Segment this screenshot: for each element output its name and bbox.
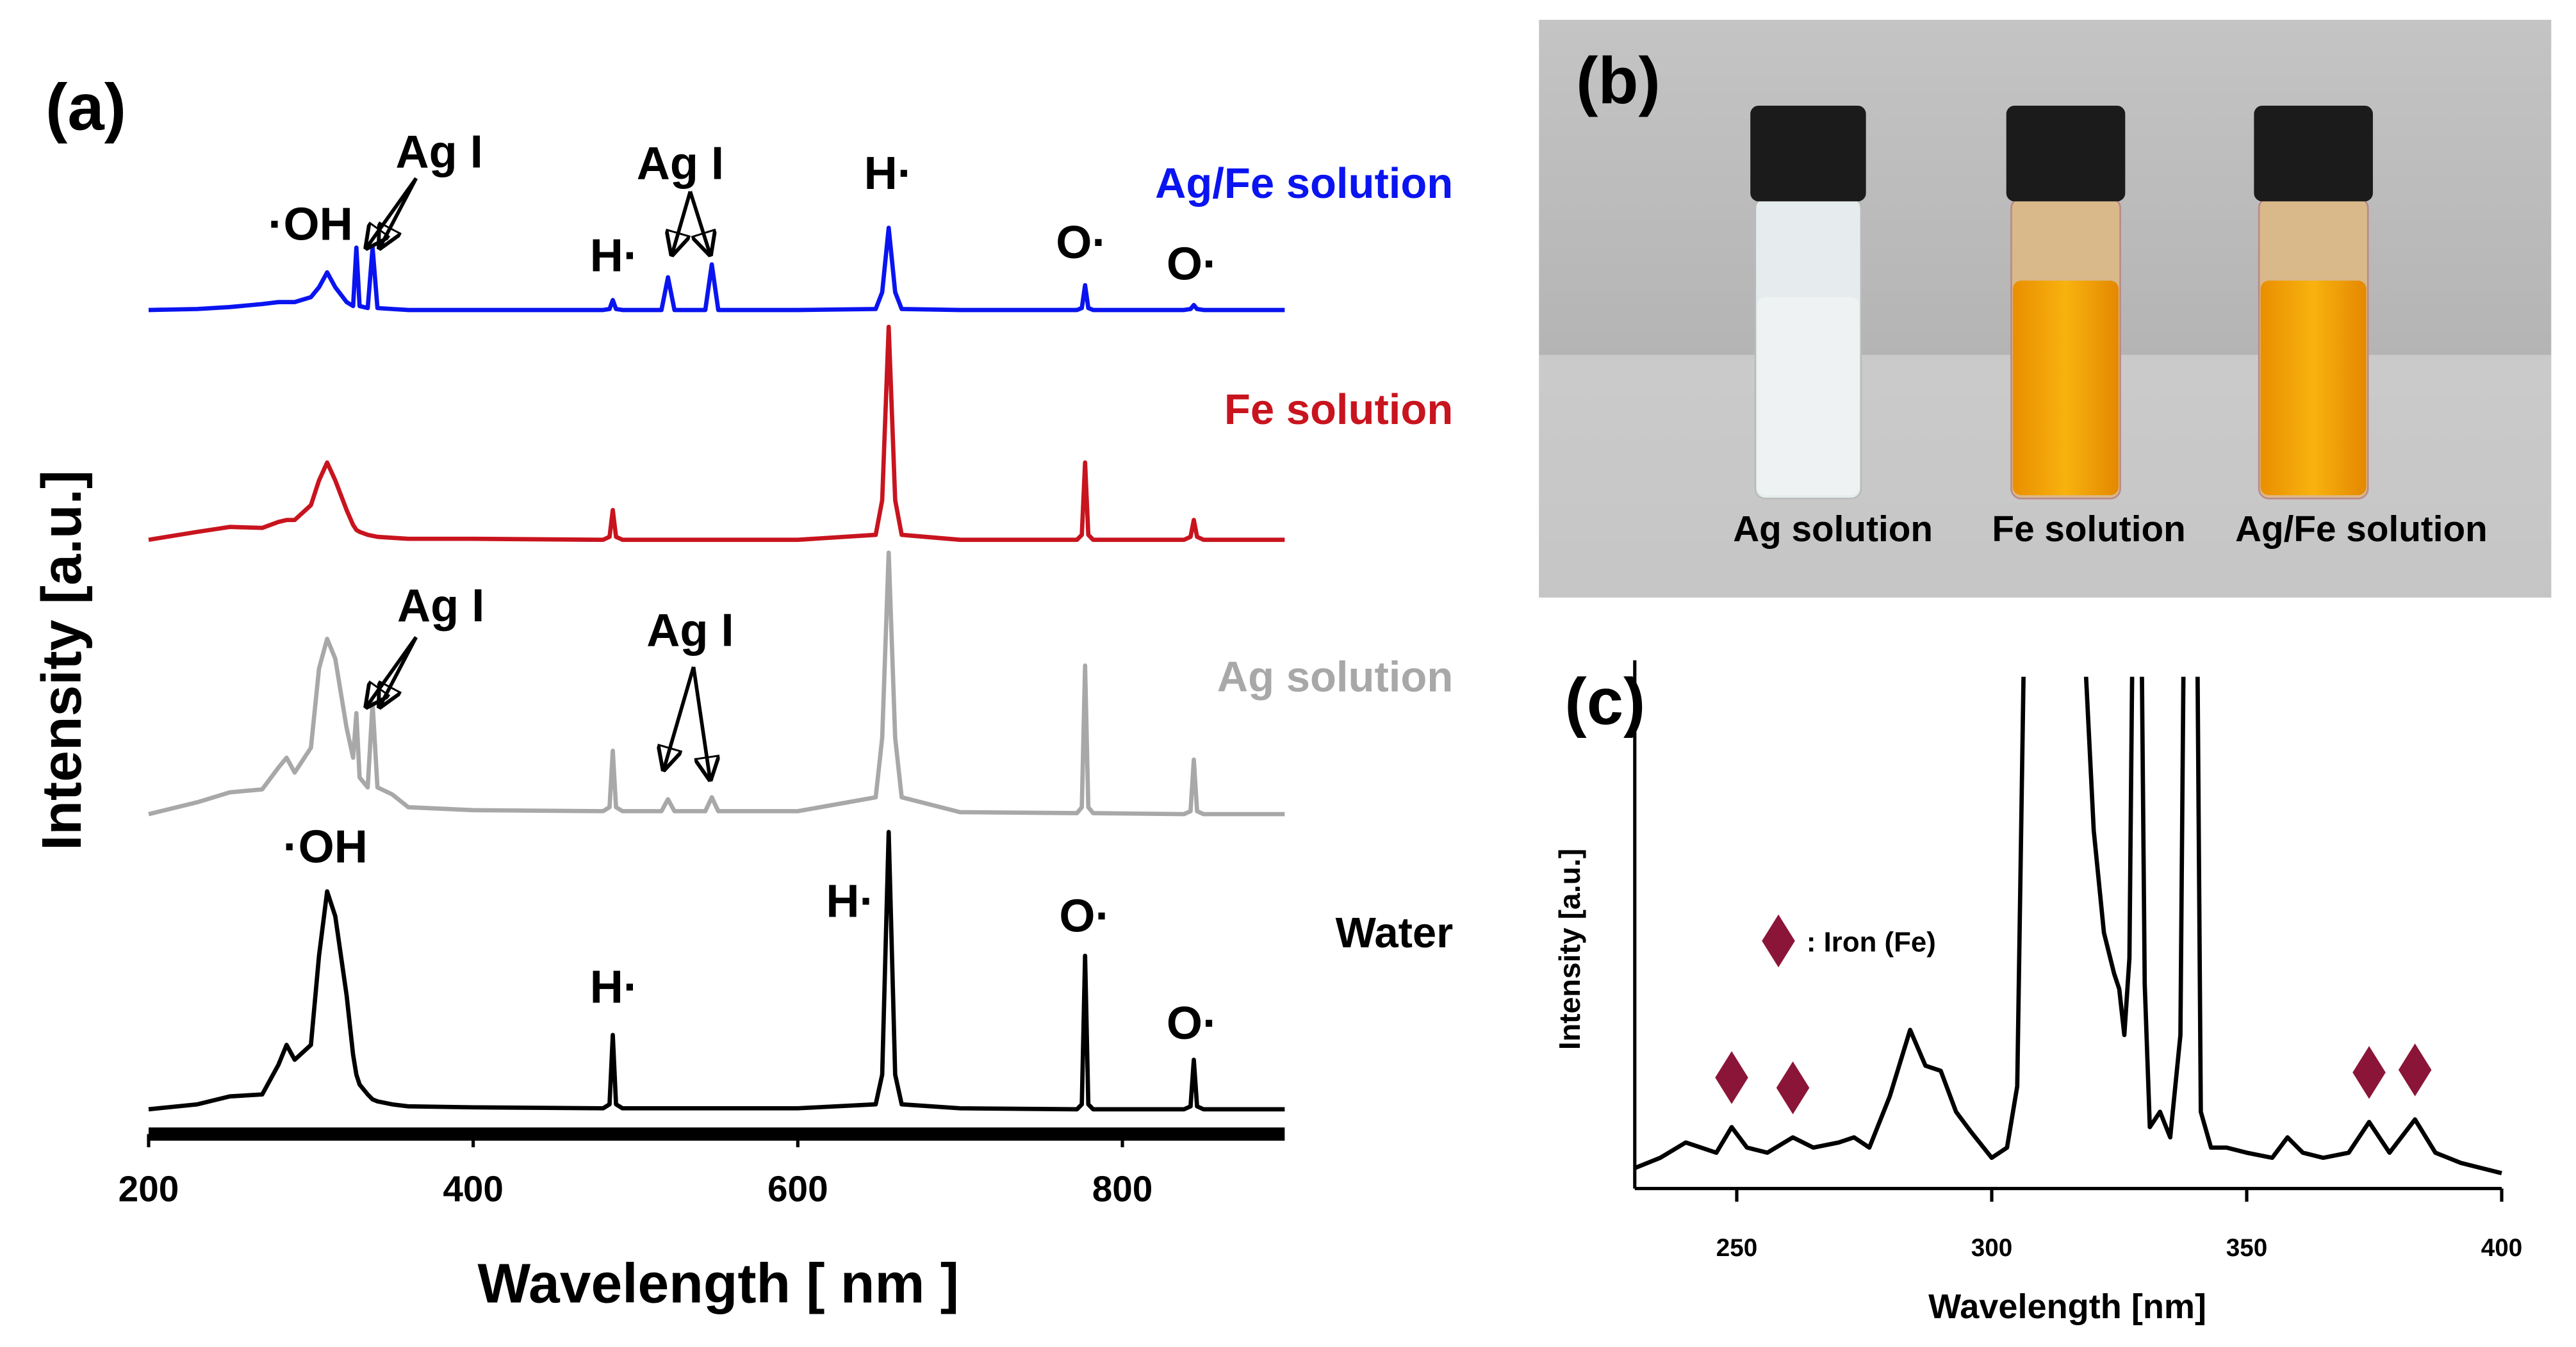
annotation: H·	[590, 231, 639, 282]
x-tick-label: 400	[443, 1170, 504, 1210]
x-tick-label: 400	[2481, 1234, 2523, 1262]
annotation: H·	[590, 961, 639, 1013]
photo-panel: (b) Ag solution Fe solution Ag/Fe soluti…	[1539, 19, 2552, 598]
annotation-arrow	[664, 666, 696, 769]
legend-marker	[1762, 914, 1795, 968]
x-tick-label: 600	[767, 1170, 828, 1210]
fe-marker	[1776, 1061, 1810, 1114]
series-label: Water	[1336, 909, 1454, 957]
y-axis-title: Intensity [a.u.]	[1553, 849, 1586, 1050]
spectrum-line	[1634, 676, 2502, 1175]
annotation: H·	[826, 876, 874, 927]
annotation: O·	[1167, 239, 1218, 290]
annotation: H·	[864, 148, 913, 199]
fe-marker	[1715, 1051, 1748, 1104]
annotation-arrow	[366, 636, 418, 706]
fe-marker	[2398, 1043, 2432, 1097]
annotation: Ag I	[637, 138, 724, 189]
panel-label: (a)	[45, 70, 126, 143]
series-label: Fe solution	[1224, 386, 1453, 434]
annotation: Ag I	[395, 126, 482, 177]
photo-label: Ag solution	[1733, 509, 1933, 550]
photo-label: Fe solution	[1992, 509, 2185, 550]
annotation-arrow	[366, 177, 418, 247]
x-tick-label: 300	[1971, 1234, 2013, 1262]
annotation-arrow	[672, 191, 693, 254]
y-axis-title: Intensity [a.u.]	[30, 470, 93, 851]
vial	[1750, 105, 1866, 500]
annotation: Ag I	[646, 605, 734, 657]
x-tick-label: 200	[119, 1170, 179, 1210]
x-tick-label: 250	[1716, 1234, 1758, 1262]
annotation: O·	[1059, 891, 1110, 942]
annotation: O·	[1167, 998, 1218, 1049]
annotation-arrow	[691, 666, 710, 779]
spectrum-line	[148, 324, 1285, 543]
x-tick-label: 800	[1092, 1170, 1153, 1210]
series-label: Ag solution	[1217, 653, 1453, 701]
annotation-arrow	[688, 191, 710, 254]
annotation: ·OH	[268, 199, 352, 250]
annotation: O·	[1056, 217, 1107, 268]
spectrum-line	[148, 829, 1285, 1112]
legend-text: : Iron (Fe)	[1807, 927, 1936, 958]
spectrum-line	[148, 550, 1285, 817]
spectrum-line	[148, 225, 1285, 313]
annotation: ·OH	[283, 821, 368, 872]
annotation-arrow	[380, 177, 418, 247]
panel-label: (b)	[1576, 44, 1661, 117]
fe-marker	[2352, 1046, 2386, 1099]
panel-label: (c)	[1564, 664, 1645, 738]
x-axis-title: Wavelength [nm]	[1928, 1287, 2206, 1326]
x-tick-label: 350	[2226, 1234, 2268, 1262]
vial	[2254, 105, 2373, 500]
x-axis-title: Wavelength [ nm ]	[478, 1252, 959, 1314]
vial	[2006, 105, 2126, 500]
photo-label: Ag/Fe solution	[2235, 509, 2488, 550]
annotation: Ag I	[397, 580, 484, 632]
annotation-arrow	[380, 636, 418, 706]
series-label: Ag/Fe solution	[1155, 159, 1453, 208]
